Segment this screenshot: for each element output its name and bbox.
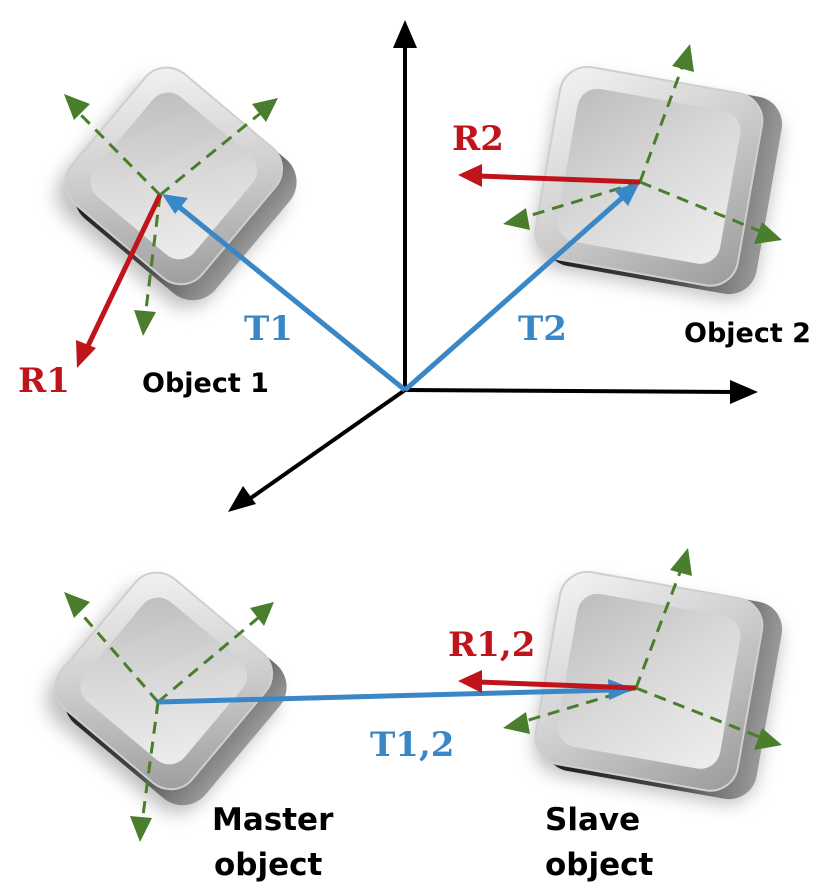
master-object-local-frame [76, 609, 259, 824]
r12-vector [458, 670, 637, 693]
object-2-cube [534, 65, 783, 299]
t2-vector [403, 182, 640, 392]
slave-object-label-line1: Slave [545, 802, 640, 838]
t2-label: T2 [518, 309, 567, 349]
r12-label: R1,2 [448, 625, 535, 665]
t1-label: T1 [244, 309, 293, 349]
slave-object-cube [534, 570, 783, 804]
object-1-frame-arrowheads [64, 94, 278, 336]
object-2-label: Object 2 [684, 318, 811, 349]
master-object-label-line2: object [214, 847, 323, 883]
t1-vector [162, 194, 407, 392]
world-frame [246, 42, 736, 502]
r2-label: R2 [452, 119, 504, 159]
world-frame-arrowheads [228, 20, 758, 512]
r1-vector [76, 193, 163, 368]
object-1-local-frame [76, 110, 263, 319]
t12-label: T1,2 [370, 725, 454, 765]
object-1-label: Object 1 [142, 368, 269, 399]
object-2-local-frame [521, 61, 763, 234]
slave-object-label-line2: object [545, 847, 654, 883]
slave-object-frame-arrowheads [503, 548, 782, 750]
slave-object-local-frame [521, 566, 763, 740]
r1-label: R1 [18, 361, 70, 401]
object-2-frame-arrowheads [503, 44, 782, 244]
r2-vector [458, 164, 641, 187]
master-object-frame-arrowheads [64, 592, 274, 842]
master-object-label-line1: Master [212, 802, 334, 838]
